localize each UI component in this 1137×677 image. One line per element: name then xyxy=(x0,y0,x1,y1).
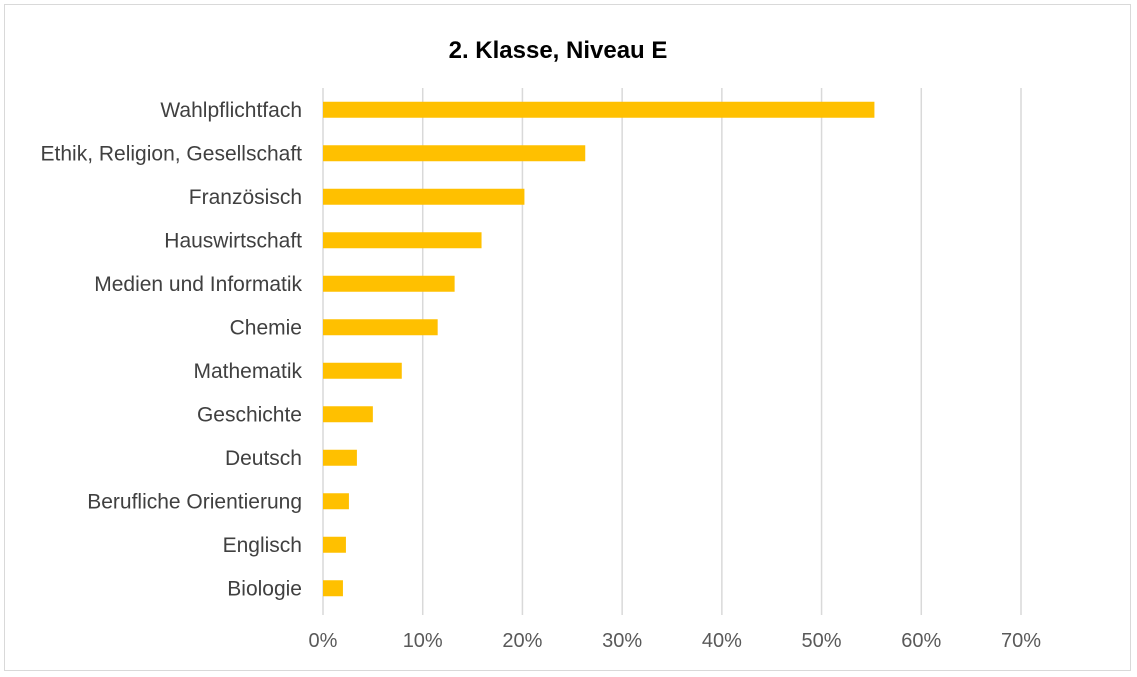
x-tick-label: 0% xyxy=(309,630,338,652)
category-label: Englisch xyxy=(223,534,302,557)
bar-chart: 2. Klasse, Niveau E Wahlpflichtfach Ethik… xyxy=(41,37,1042,652)
category-label: Französisch xyxy=(189,186,302,209)
bar xyxy=(323,319,438,336)
bar xyxy=(323,406,373,423)
category-label: Geschichte xyxy=(197,403,302,426)
bar xyxy=(323,101,875,118)
bars xyxy=(323,101,875,597)
category-label: Berufliche Orientierung xyxy=(87,490,302,513)
bar xyxy=(323,493,349,510)
bar xyxy=(323,580,343,597)
bar xyxy=(323,536,346,553)
category-label: Mathematik xyxy=(193,360,302,383)
bar xyxy=(323,188,525,205)
x-tick-label: 70% xyxy=(1001,630,1041,652)
bar xyxy=(323,362,402,379)
x-tick-label: 60% xyxy=(901,630,941,652)
x-tick-label: 10% xyxy=(403,630,443,652)
bar xyxy=(323,145,586,162)
category-label: Hauswirtschaft xyxy=(164,229,302,252)
category-label: Chemie xyxy=(230,316,302,339)
bar xyxy=(323,232,482,249)
x-tick-label: 40% xyxy=(702,630,742,652)
bar xyxy=(323,275,455,292)
x-tick-label: 50% xyxy=(802,630,842,652)
category-label: Biologie xyxy=(227,577,302,600)
category-label: Medien und Informatik xyxy=(94,273,302,296)
x-axis-tick-labels: 0% 10% 20% 30% 40% 50% 60% 70% xyxy=(309,630,1042,652)
category-label: Ethik, Religion, Gesellschaft xyxy=(41,142,303,165)
category-label: Wahlpflichtfach xyxy=(160,99,302,122)
category-label: Deutsch xyxy=(225,447,302,470)
x-tick-label: 20% xyxy=(502,630,542,652)
category-labels: Wahlpflichtfach Ethik, Religion, Gesellsc… xyxy=(41,99,303,601)
chart-title: 2. Klasse, Niveau E xyxy=(449,37,668,64)
chart-frame: 2. Klasse, Niveau E Wahlpflichtfach Ethik… xyxy=(4,4,1131,671)
x-tick-label: 30% xyxy=(602,630,642,652)
bar xyxy=(323,449,357,466)
grid-lines xyxy=(322,88,1022,615)
